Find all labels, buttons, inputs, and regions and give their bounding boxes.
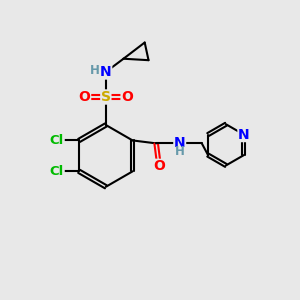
Text: O: O [153,159,165,173]
Text: O: O [121,90,133,104]
Text: H: H [175,145,185,158]
Text: Cl: Cl [50,165,64,178]
Text: S: S [101,90,111,104]
Text: Cl: Cl [50,134,64,147]
Text: O: O [79,90,91,104]
Text: N: N [174,136,185,150]
Text: N: N [100,65,112,79]
Text: N: N [238,128,250,142]
Text: H: H [90,64,100,77]
